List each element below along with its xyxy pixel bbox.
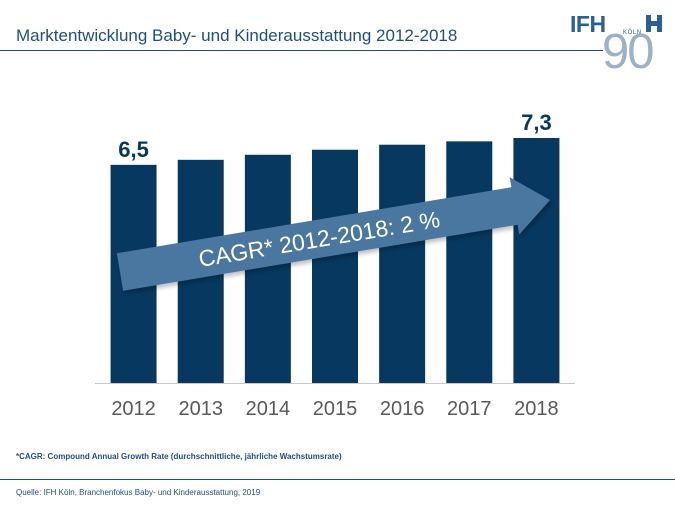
source-note: Quelle: IFH Köln, Branchenfokus Baby- un… [16, 488, 261, 497]
page-title: Marktentwicklung Baby- und Kinderausstat… [16, 26, 458, 45]
bar-2018 [513, 138, 560, 383]
x-tick-2016: 2016 [380, 398, 425, 420]
logo-brand: IFH [570, 11, 606, 37]
bar-2015 [312, 149, 358, 383]
market-bar-chart: 2012 2013 2014 2015 2016 2017 2018 6,57,3 CAGR… [95, 110, 575, 420]
logo-mark-icon [646, 15, 662, 32]
data-label-2018: 7,3 [521, 110, 552, 135]
source-divider [0, 479, 675, 480]
logo-anniversary: 90 [602, 25, 654, 79]
x-tick-2013: 2013 [178, 398, 223, 420]
x-tick-2017: 2017 [447, 398, 492, 420]
cagr-arrow-shape [116, 177, 551, 291]
ifh-logo: 90 IFH KÖLN [562, 8, 670, 79]
x-tick-2012: 2012 [111, 398, 156, 420]
cagr-footnote: *CAGR: Compound Annual Growth Rate (durc… [16, 452, 342, 461]
data-labels: 6,5 7,3 [118, 110, 551, 162]
title-divider [0, 50, 603, 51]
x-tick-labels: 2012 2013 2014 2015 2016 2017 2018 [111, 398, 558, 420]
bar-2016 [379, 144, 426, 383]
logo-city: KÖLN [623, 30, 642, 36]
data-label-2012: 6,5 [118, 137, 149, 162]
x-tick-2018: 2018 [514, 398, 559, 420]
x-tick-2015: 2015 [313, 398, 358, 420]
x-tick-2014: 2014 [246, 398, 291, 420]
bar-2017 [446, 141, 493, 383]
